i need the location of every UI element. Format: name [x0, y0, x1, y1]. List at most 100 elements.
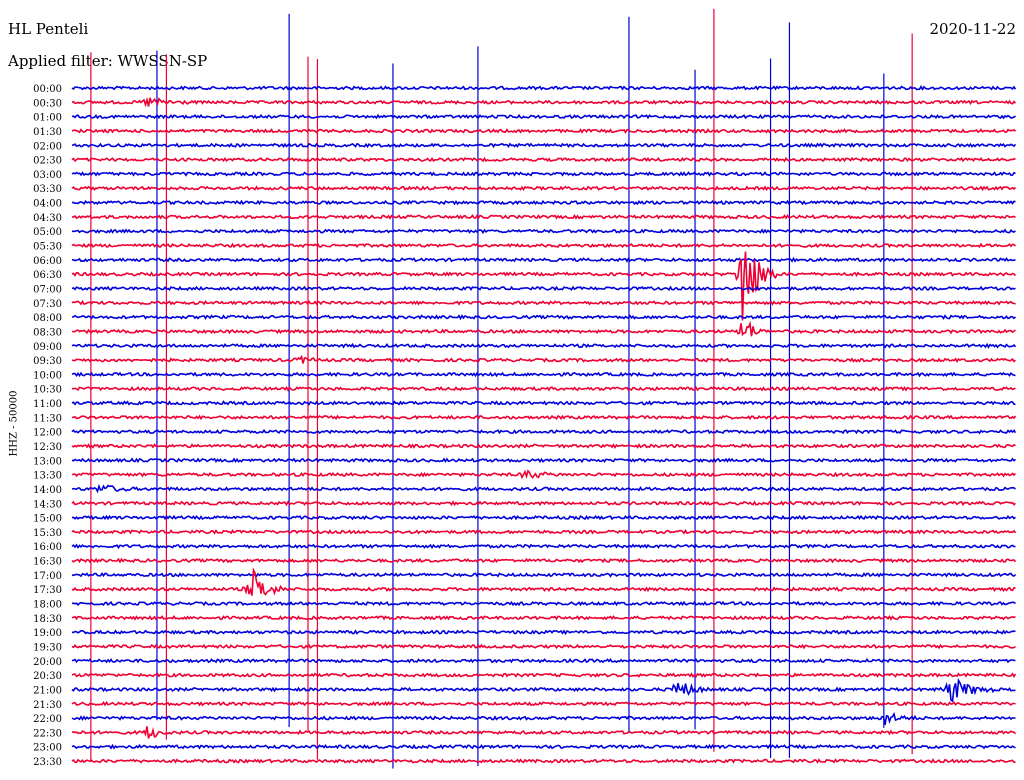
trace-row	[71, 572, 1017, 578]
trace-row	[71, 156, 1016, 163]
trace-row	[71, 514, 1016, 521]
row-time-label: 18:00	[33, 600, 62, 611]
row-time-label: 23:30	[33, 757, 62, 768]
row-time-label: 20:00	[33, 657, 62, 668]
trace-row	[71, 629, 1016, 636]
trace-row	[71, 600, 1016, 607]
row-time-label: 04:00	[33, 199, 62, 210]
trace-row	[71, 428, 1017, 435]
row-time-label: 16:30	[33, 557, 62, 568]
trace-row	[71, 320, 1016, 337]
trace-row	[71, 414, 1017, 421]
row-time-label: 18:30	[33, 614, 62, 625]
row-time-label: 08:00	[33, 313, 62, 324]
trace-row	[71, 251, 1017, 321]
trace-row	[71, 528, 1017, 535]
row-time-label: 12:00	[33, 428, 62, 439]
trace-row	[71, 643, 1016, 650]
row-time-label: 10:30	[33, 385, 62, 396]
station-name: HL Penteli	[8, 20, 89, 38]
trace-row	[71, 543, 1016, 550]
row-time-label: 15:00	[33, 514, 62, 525]
date-label: 2020-11-22	[929, 20, 1016, 38]
trace-row	[71, 385, 1016, 392]
row-time-label: 15:30	[33, 528, 62, 539]
row-time-label: 19:00	[33, 628, 62, 639]
row-time-label: 05:30	[33, 242, 62, 253]
trace-row	[71, 84, 1017, 91]
row-time-label: 16:00	[33, 542, 62, 553]
trace-row	[71, 228, 1016, 235]
trace-row	[71, 469, 1017, 480]
row-time-label: 03:00	[33, 170, 62, 181]
row-time-label: 17:00	[33, 571, 62, 582]
trace-row	[71, 500, 1017, 507]
trace-rows	[71, 84, 1017, 764]
row-time-label: 07:00	[33, 284, 62, 295]
row-time-label: 11:00	[33, 399, 62, 410]
trace-row	[71, 342, 1017, 349]
trace-row	[71, 457, 1017, 464]
row-time-label: 02:00	[33, 141, 62, 152]
row-time-label: 03:30	[33, 184, 62, 195]
trace-row	[71, 677, 1016, 703]
trace-row	[71, 299, 1016, 306]
row-time-label: 14:00	[33, 485, 62, 496]
trace-row	[71, 700, 1016, 707]
trace-row	[71, 214, 1016, 220]
trace-row	[71, 711, 1016, 726]
trace-row	[71, 483, 1016, 494]
row-time-label: 09:30	[33, 356, 62, 367]
row-time-label: 07:30	[33, 299, 62, 310]
trace-row	[71, 443, 1016, 449]
row-time-label: 05:00	[33, 227, 62, 238]
row-time-label: 19:30	[33, 642, 62, 653]
trace-row	[71, 371, 1016, 378]
row-time-label: 22:00	[33, 714, 62, 725]
row-time-label: 00:30	[33, 98, 62, 109]
row-time-label: 10:00	[33, 370, 62, 381]
trace-row	[71, 96, 1017, 108]
row-time-label: 06:30	[33, 270, 62, 281]
trace-row	[71, 758, 1016, 764]
row-time-label: 17:30	[33, 585, 62, 596]
row-time-label: 13:30	[33, 471, 62, 482]
trace-row	[71, 171, 1016, 177]
trace-row	[71, 285, 1016, 292]
trace-row	[71, 658, 1016, 664]
trace-row	[71, 743, 1016, 750]
trace-row	[71, 354, 1016, 364]
trace-row	[71, 185, 1017, 192]
row-time-label: 13:00	[33, 456, 62, 467]
trace-row	[71, 557, 1017, 564]
row-time-label: 01:30	[33, 127, 62, 138]
row-time-label: 11:30	[33, 413, 62, 424]
row-time-label: 22:30	[33, 728, 62, 739]
row-time-label: 09:00	[33, 342, 62, 353]
trace-row	[71, 142, 1017, 149]
trace-row	[71, 672, 1017, 678]
trace-row	[72, 256, 1016, 263]
trace-row	[71, 113, 1016, 120]
row-time-label: 08:30	[33, 327, 62, 338]
trace-row	[71, 726, 1017, 739]
row-time-label: 23:00	[33, 743, 62, 754]
trace-row	[71, 128, 1017, 134]
row-time-label: 20:30	[33, 671, 62, 682]
row-time-label: 06:00	[33, 256, 62, 267]
trace-row	[71, 242, 1017, 249]
trace-row	[71, 614, 1016, 621]
row-time-label: 00:00	[33, 84, 62, 95]
trace-row	[71, 199, 1016, 206]
row-time-label: 14:30	[33, 499, 62, 510]
time-labels: 00:00 00:30 01:00 01:30 02:00 02:30 03:00 03:30…	[33, 84, 62, 768]
row-time-label: 21:00	[33, 685, 62, 696]
row-time-label: 04:30	[33, 213, 62, 224]
row-time-label: 02:30	[33, 156, 62, 167]
row-time-label: 21:30	[33, 700, 62, 711]
row-time-label: 12:30	[33, 442, 62, 453]
trace-row	[71, 567, 1016, 596]
trace-row	[71, 400, 1016, 406]
